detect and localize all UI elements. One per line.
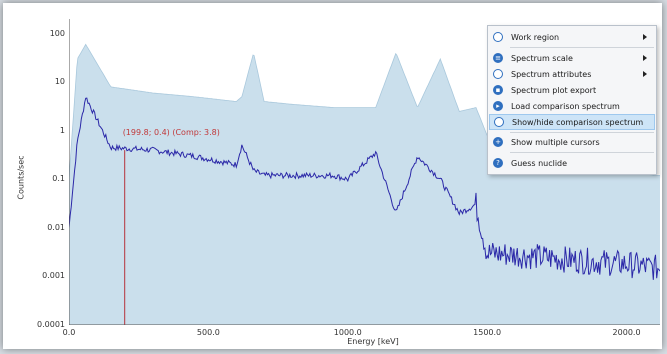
x-tick-label: 500.0 — [196, 328, 220, 337]
menu-item-label: Show/hide comparison spectrum — [512, 117, 644, 127]
spectrum-attributes-icon — [493, 69, 503, 79]
y-tick-label: 0.1 — [52, 174, 65, 184]
y-tick-label: 100 — [49, 28, 65, 38]
menu-item-label: Work region — [511, 32, 560, 42]
menu-separator — [510, 47, 654, 48]
menu-item-spectrum-attributes[interactable]: Spectrum attributes — [489, 66, 655, 82]
x-axis-label: Energy [keV] — [347, 337, 399, 346]
menu-separator — [510, 152, 654, 153]
spectrum-line — [69, 97, 660, 280]
menu-item-label: Spectrum scale — [511, 53, 573, 63]
multiple-cursors-icon: + — [493, 137, 503, 147]
y-tick-label: 0.01 — [47, 222, 65, 232]
x-tick-label: 0.0 — [62, 328, 76, 337]
menu-item-spectrum-scale[interactable]: ≡ Spectrum scale — [489, 50, 655, 66]
menu-item-label: Load comparison spectrum — [511, 101, 620, 111]
spectrum-chart[interactable] — [69, 19, 660, 325]
menu-item-label: Spectrum plot export — [511, 85, 597, 95]
submenu-arrow-icon — [643, 55, 647, 61]
submenu-arrow-icon — [643, 34, 647, 40]
x-tick-label: 1500.0 — [473, 328, 502, 337]
menu-separator — [510, 132, 654, 133]
y-tick-label: 0.001 — [42, 271, 65, 281]
menu-item-guess-nuclide[interactable]: ? Guess nuclide — [489, 155, 655, 171]
y-tick-label: 0.0001 — [37, 320, 65, 329]
spectrum-scale-icon: ≡ — [493, 53, 503, 63]
menu-item-label: Spectrum attributes — [511, 69, 592, 79]
menu-item-plot-export[interactable]: ▪ Spectrum plot export — [489, 82, 655, 98]
menu-item-label: Show multiple cursors — [511, 137, 600, 147]
submenu-arrow-icon — [643, 71, 647, 77]
x-tick-label: 1000.0 — [333, 328, 362, 337]
load-comparison-icon: ▸ — [493, 101, 503, 111]
menu-item-work-region[interactable]: Work region — [489, 29, 655, 45]
menu-item-multiple-cursors[interactable]: + Show multiple cursors — [489, 134, 655, 150]
context-menu: Work region ≡ Spectrum scale Spectrum at… — [487, 25, 657, 175]
work-region-icon — [493, 32, 503, 42]
eye-icon — [494, 117, 504, 127]
plot-export-icon: ▪ — [493, 85, 503, 95]
menu-item-show-hide-comparison[interactable]: Show/hide comparison spectrum — [489, 114, 655, 130]
cursor-readout: (199.8; 0.4) (Comp: 3.8) — [122, 128, 220, 138]
menu-item-label: Guess nuclide — [511, 158, 568, 168]
menu-item-load-comparison[interactable]: ▸ Load comparison spectrum — [489, 98, 655, 114]
y-tick-label: 10 — [54, 77, 65, 87]
x-tick-label: 2000.0 — [612, 328, 641, 337]
spectrum-window: Counts/sec 100 10 1 0.1 0.01 0.001 0.0001 0.0 5… — [3, 3, 662, 349]
guess-nuclide-icon: ? — [493, 158, 503, 168]
y-tick-label: 1 — [59, 125, 65, 135]
